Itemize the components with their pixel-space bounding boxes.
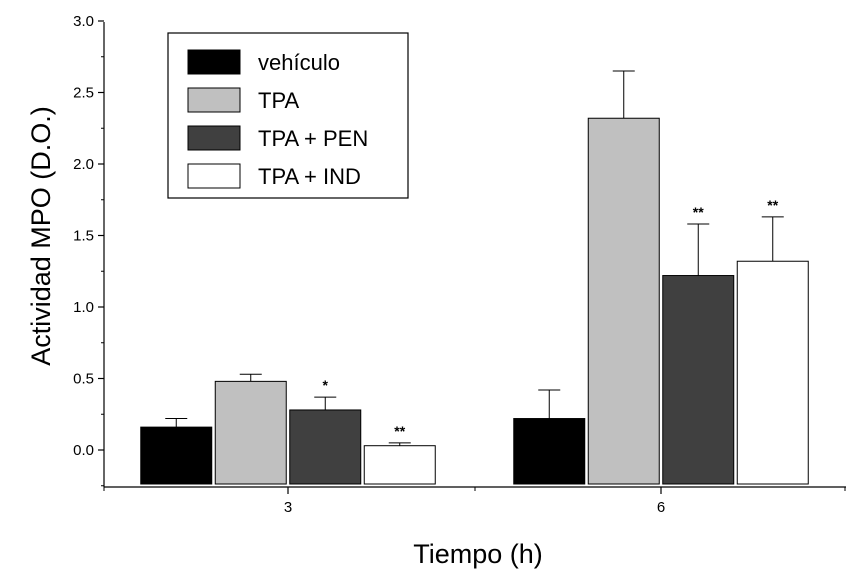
bar <box>363 445 436 485</box>
bar <box>289 409 362 485</box>
legend-swatch <box>187 163 241 189</box>
significance-label: * <box>323 377 329 393</box>
significance-label: ** <box>693 204 704 220</box>
bars-layer: ***** ** <box>140 70 809 485</box>
legend-swatch <box>187 49 241 75</box>
legend-label: TPA <box>258 88 299 113</box>
bar <box>214 380 287 485</box>
bar <box>140 426 213 485</box>
bar <box>587 117 660 485</box>
y-tick-label: 3.0 <box>73 13 94 30</box>
bar <box>662 275 735 485</box>
legend: vehículo TPA TPA + PEN TPA + IND <box>167 32 409 199</box>
bar <box>513 418 586 485</box>
legend-swatch <box>187 87 241 113</box>
y-tick-label: 2.0 <box>73 156 94 173</box>
legend-swatch <box>187 125 241 151</box>
y-tick-label: 1.5 <box>73 228 94 245</box>
significance-label: ** <box>767 197 778 213</box>
y-tick-label: 1.0 <box>73 299 94 316</box>
legend-label: TPA + IND <box>258 164 361 189</box>
y-tick-label: 0.5 <box>73 371 94 388</box>
x-tick-label: 3 <box>284 499 292 516</box>
legend-label: TPA + PEN <box>258 126 368 151</box>
y-axis-title: Actividad MPO (D.O.) <box>26 106 56 366</box>
bar <box>736 260 809 485</box>
x-axis-title: Tiempo (h) <box>413 539 543 569</box>
y-axis: 0.0 0.5 1.0 1.5 2.0 2.5 3.0 <box>73 13 105 487</box>
x-tick-label: 6 <box>657 499 665 516</box>
significance-label: ** <box>394 423 405 439</box>
y-tick-label: 2.5 <box>73 85 94 102</box>
legend-label: vehículo <box>258 50 340 75</box>
y-tick-label: 0.0 <box>73 442 94 459</box>
